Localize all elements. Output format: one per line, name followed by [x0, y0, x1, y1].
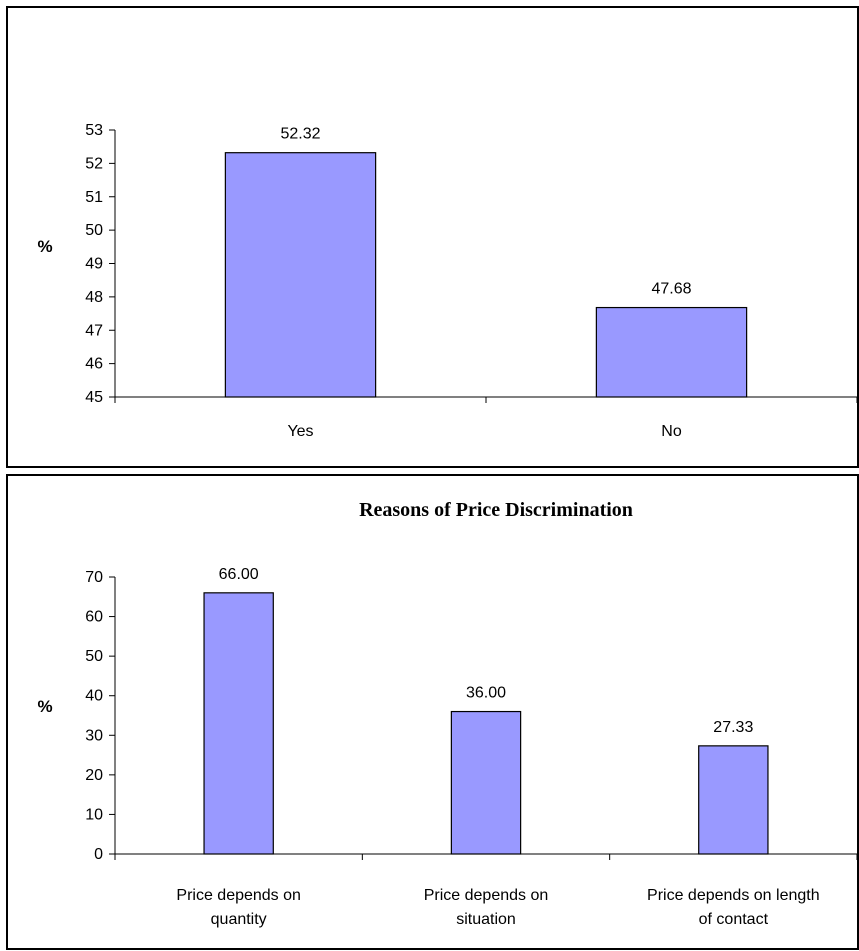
y-tick-label: 48 [85, 289, 103, 306]
y-tick-label: 53 [85, 122, 103, 139]
y-tick-label: 20 [85, 767, 103, 784]
y-tick-label: 30 [85, 727, 103, 744]
y-tick-label: 47 [85, 322, 103, 339]
bar [224, 152, 377, 398]
y-axis-label: % [37, 237, 52, 256]
y-tick-label: 50 [85, 648, 103, 665]
y-tick-label: 10 [85, 806, 103, 823]
x-category-label: situation [456, 911, 516, 928]
y-tick-label: 45 [85, 389, 103, 406]
bar-value-label: 27.33 [713, 719, 753, 736]
x-category-label: Price depends on length [647, 887, 820, 904]
chart-panel-yes-no: % 45 46 47 48 49 50 51 52 53 52.32 Yes 47.68 No [6, 6, 859, 468]
bar [698, 745, 769, 855]
x-category-label: Price depends on [424, 887, 549, 904]
y-tick-label: 60 [85, 609, 103, 626]
bar-value-label: 47.68 [651, 281, 691, 298]
chart-title: Reasons of Price Discrimination [359, 499, 633, 521]
bar [450, 710, 522, 855]
chart-panel-reasons: Reasons of Price Discrimination% 0 10 20 30 4… [6, 474, 859, 950]
bar-value-label: 36.00 [466, 685, 506, 702]
x-category-label: quantity [211, 911, 267, 928]
x-category-label: Yes [287, 423, 313, 440]
bar-value-label: 66.00 [219, 566, 259, 583]
y-tick-label: 0 [94, 846, 103, 863]
y-tick-label: 51 [85, 189, 103, 206]
chart-reasons: Reasons of Price Discrimination% 0 10 20 30 4… [37, 499, 858, 928]
y-tick-label: 46 [85, 356, 103, 373]
y-tick-label: 50 [85, 222, 103, 239]
bar [595, 306, 748, 398]
y-tick-label: 40 [85, 688, 103, 705]
x-category-label: of contact [699, 911, 769, 928]
bar-value-label: 52.32 [280, 126, 320, 143]
x-category-label: Price depends on [176, 887, 301, 904]
y-axis-label: % [37, 697, 52, 716]
x-category-label: No [661, 423, 682, 440]
bar [203, 592, 274, 855]
y-tick-label: 70 [85, 569, 103, 586]
y-tick-label: 49 [85, 256, 103, 273]
y-tick-label: 52 [85, 155, 103, 172]
chart-yes-no: % 45 46 47 48 49 50 51 52 53 52.32 Yes 47.68 No [37, 122, 858, 440]
